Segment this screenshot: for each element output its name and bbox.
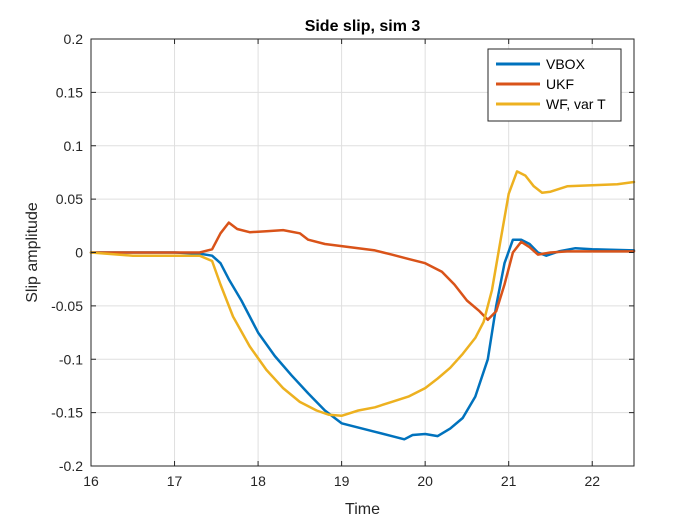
y-tick-label: 0.1 [64,138,84,154]
series-line-vbox [89,238,636,441]
legend: VBOX UKF WF, var T [487,48,622,122]
series-line-wf-var-t [89,170,636,418]
y-tick-label: -0.15 [51,405,83,421]
x-tick-label: 20 [417,473,433,489]
y-tick-label: 0.05 [56,191,83,207]
y-tick-label: -0.2 [59,458,83,474]
y-tick-label: 0.2 [64,31,84,47]
x-tick-label: 16 [83,473,99,489]
x-axis-label: Time [345,501,380,518]
x-tick-label: 18 [250,473,266,489]
y-axis-label: Slip amplitude [24,202,41,303]
legend-label: UKF [546,76,574,92]
legend-label: VBOX [546,56,586,72]
y-tick-label: -0.05 [51,298,83,314]
y-tick-label: -0.1 [59,351,83,367]
series-line-ukf [89,221,636,322]
y-tick-label: 0.15 [56,84,83,100]
chart-title: Side slip, sim 3 [305,18,421,35]
x-tick-label: 17 [167,473,183,489]
y-tick-label: 0 [75,245,83,261]
tick-layer: 16 17 18 19 20 21 22 -0.2 -0.15 -0.1 -0.05 0 0.05 0.1… [51,31,634,489]
series-layer [89,170,636,441]
x-tick-label: 21 [501,473,517,489]
x-tick-label: 19 [334,473,350,489]
legend-label: WF, var T [546,96,606,112]
x-tick-label: 22 [584,473,600,489]
